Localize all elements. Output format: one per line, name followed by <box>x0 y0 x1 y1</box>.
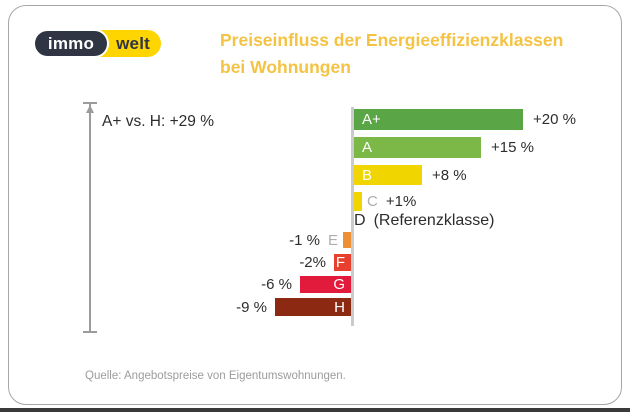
bar-label-b: B <box>362 166 373 184</box>
bar-b: B <box>354 165 422 185</box>
bar-label-f: F <box>335 254 345 271</box>
bar-row-c: C +1% <box>0 192 630 211</box>
infographic-card <box>8 5 622 405</box>
bar-row-a: A +15 % <box>0 137 630 158</box>
bar-f: F <box>334 254 351 271</box>
measure-cap-bottom <box>83 331 97 333</box>
axis-line <box>351 107 354 326</box>
bar-row-g: -6 % G <box>0 276 630 293</box>
bar-value-c: +1% <box>385 193 417 210</box>
bar-label-e: E <box>327 231 338 249</box>
chart-title-line2: bei Wohnungen <box>220 57 351 77</box>
measure-cap-top <box>83 102 97 104</box>
chart-title: Preiseinfluss der Energieeffizienzklasse… <box>220 27 615 81</box>
measure-annotation: A+ vs. H: +29 % <box>102 113 214 130</box>
bar-a-plus: A+ <box>354 109 523 130</box>
bar-c <box>354 192 362 211</box>
chart-title-line1: Preiseinfluss der Energieeffizienzklasse… <box>220 30 564 50</box>
bar-row-f: -2% F <box>0 254 630 271</box>
logo-welt-text: welt <box>116 33 150 53</box>
bar-label-g: G <box>333 276 345 293</box>
bar-value-h: -9 % <box>236 298 267 316</box>
bar-label-c: C <box>367 193 378 210</box>
bar-row-h: -9 % H <box>0 298 630 316</box>
bar-label-a: A <box>362 139 373 156</box>
bar-value-a: +15 % <box>491 139 534 156</box>
reference-class-label: (Referenzklasse) <box>373 212 495 229</box>
reference-row-d: D (Referenzklasse) <box>0 211 630 231</box>
bar-row-e: -1 % E <box>0 232 630 248</box>
bar-h: H <box>275 298 351 316</box>
bottom-border-line <box>0 408 630 412</box>
bar-row-b: B +8 % <box>0 165 630 185</box>
bar-value-b: +8 % <box>432 166 467 184</box>
bar-e <box>343 232 351 248</box>
bar-label-h: H <box>334 298 345 316</box>
measure-line <box>89 104 91 332</box>
bar-a: A <box>354 137 481 158</box>
source-note: Quelle: Angebotspreise von Eigentumswohn… <box>85 370 346 382</box>
bar-value-e: -1 % <box>289 231 320 249</box>
logo-dark-pill: immo <box>33 29 109 58</box>
bar-label-d: D <box>354 212 366 229</box>
bar-value-g: -6 % <box>261 276 292 293</box>
bar-value-f: -2% <box>299 254 326 271</box>
immowelt-logo: immo welt <box>33 29 161 58</box>
logo-immo-text: immo <box>47 33 95 53</box>
bar-value-a-plus: +20 % <box>533 111 576 128</box>
bar-label-a-plus: A+ <box>362 111 381 128</box>
bar-row-a-plus: A+ +20 % <box>0 109 630 130</box>
bar-g: G <box>300 276 351 293</box>
